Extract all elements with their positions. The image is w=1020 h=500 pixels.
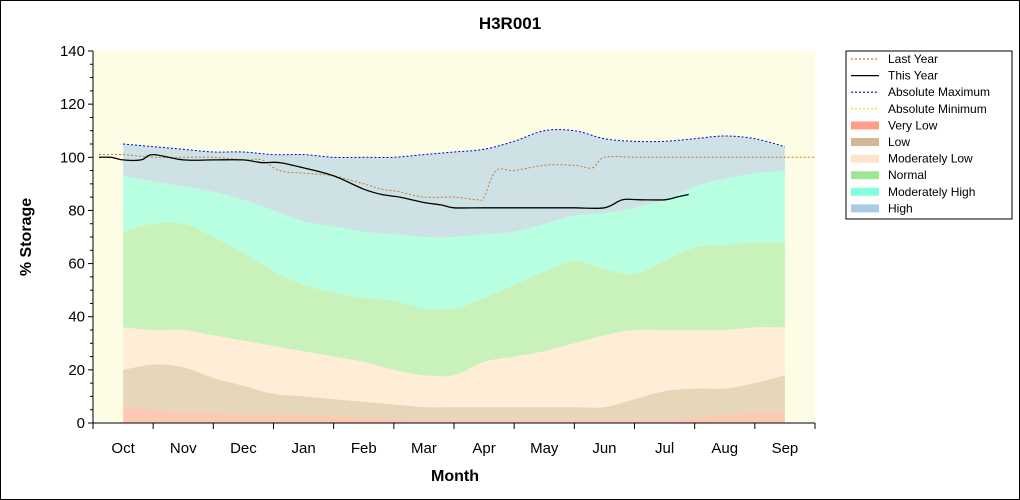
legend-label: Very Low bbox=[888, 118, 938, 132]
y-tick-label: 100 bbox=[60, 149, 85, 166]
legend-swatch bbox=[851, 121, 879, 130]
x-tick-label: Oct bbox=[111, 440, 135, 457]
legend-label: Moderately High bbox=[888, 185, 975, 199]
x-tick-label: Mar bbox=[411, 440, 437, 457]
legend-swatch bbox=[851, 138, 879, 146]
legend-swatch bbox=[851, 187, 879, 196]
legend-item-very-low: Very Low bbox=[851, 118, 938, 132]
x-tick-label: Apr bbox=[472, 440, 495, 457]
legend-label: Absolute Minimum bbox=[888, 102, 987, 116]
band-low bbox=[123, 364, 785, 421]
y-tick-label: 40 bbox=[68, 309, 85, 326]
legend-label: Normal bbox=[888, 168, 927, 182]
legend-item-normal: Normal bbox=[851, 168, 927, 182]
legend-item-last-year: Last Year bbox=[851, 52, 938, 66]
band-very-low bbox=[123, 407, 785, 423]
legend-item-mod-high: Moderately High bbox=[851, 185, 975, 199]
legend-item-high: High bbox=[851, 201, 913, 215]
y-ticks: 0 20 40 60 80 100 120 140 bbox=[60, 43, 93, 432]
x-tick-label: Dec bbox=[230, 440, 257, 457]
y-tick-label: 60 bbox=[68, 256, 85, 273]
y-tick-label: 140 bbox=[60, 43, 85, 60]
y-tick-label: 80 bbox=[68, 202, 85, 219]
legend-label: Moderately Low bbox=[888, 152, 973, 166]
legend-item-abs-min: Absolute Minimum bbox=[851, 102, 987, 116]
band-high bbox=[123, 129, 785, 238]
this-year-line bbox=[98, 153, 689, 210]
legend-label: This Year bbox=[888, 69, 938, 83]
y-tick-label: 120 bbox=[60, 96, 85, 113]
band-mod-low bbox=[123, 327, 785, 408]
legend-item-mod-low: Moderately Low bbox=[851, 152, 973, 166]
lines-layer bbox=[98, 129, 815, 210]
x-tick-label: Jun bbox=[592, 440, 616, 457]
legend-swatch bbox=[851, 171, 879, 180]
legend: Last Year This Year Absolute Maximum Absolu… bbox=[845, 50, 1013, 220]
y-tick-label: 20 bbox=[68, 362, 85, 379]
band-normal bbox=[123, 222, 785, 377]
legend-label: Last Year bbox=[888, 52, 938, 66]
y-tick-label: 0 bbox=[77, 415, 85, 432]
legend-item-abs-max: Absolute Maximum bbox=[851, 85, 990, 99]
chart-title: H3R001 bbox=[479, 14, 541, 33]
legend-item-low: Low bbox=[851, 135, 910, 149]
x-tick-label: Jan bbox=[291, 440, 315, 457]
x-tick-label: May bbox=[530, 440, 559, 457]
y-axis-title: % Storage bbox=[18, 198, 35, 276]
legend-label: Absolute Maximum bbox=[888, 85, 990, 99]
x-tick-label: Jul bbox=[655, 440, 674, 457]
legend-label: High bbox=[888, 201, 913, 215]
x-ticks: Oct Nov Dec Jan Feb Mar Apr May Jun Jul Aug Sep bbox=[92, 423, 816, 457]
band-mod-high bbox=[123, 170, 785, 310]
x-tick-label: Nov bbox=[170, 440, 197, 457]
x-tick-label: Aug bbox=[711, 440, 738, 457]
x-tick-label: Sep bbox=[772, 440, 799, 457]
legend-swatch bbox=[851, 154, 879, 163]
legend-label: Low bbox=[888, 135, 910, 149]
legend-swatch bbox=[851, 204, 879, 213]
legend-item-this-year: This Year bbox=[851, 69, 938, 83]
x-tick-label: Feb bbox=[351, 440, 377, 457]
x-axis-title: Month bbox=[431, 468, 479, 485]
bands-layer bbox=[123, 129, 785, 423]
